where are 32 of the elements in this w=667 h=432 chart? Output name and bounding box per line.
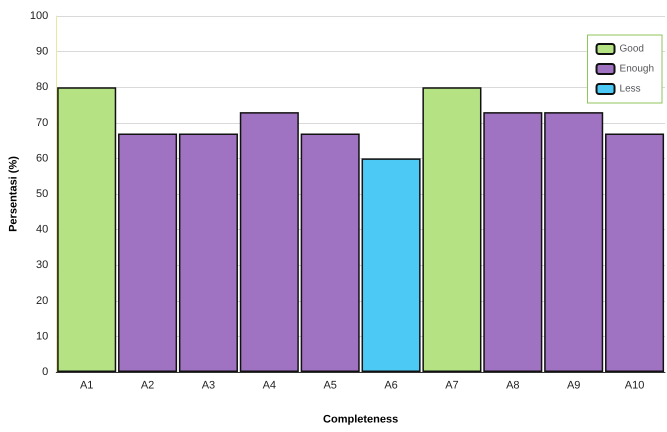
- x-tick-label: A1: [80, 380, 94, 392]
- x-axis-title: Completeness: [323, 414, 398, 426]
- x-tick-label: A10: [624, 380, 644, 392]
- bar: [118, 133, 178, 372]
- bar: [422, 87, 482, 372]
- y-tick-label: 10: [36, 330, 48, 342]
- x-tick-label: A2: [140, 380, 154, 392]
- x-tick-label: A5: [323, 380, 337, 392]
- y-tick-label: 70: [36, 116, 48, 129]
- y-tick-label: 90: [36, 46, 48, 58]
- x-tick-label: A8: [506, 380, 520, 392]
- x-tick-label: A6: [384, 380, 398, 392]
- y-tick-label: 20: [36, 294, 48, 307]
- x-tick-label: A4: [262, 380, 276, 392]
- legend-label: Enough: [620, 64, 654, 74]
- y-tick-label: 60: [36, 152, 48, 164]
- y-tick-label: 40: [36, 224, 48, 236]
- bar: [605, 133, 664, 372]
- x-tick-label: A3: [202, 380, 216, 392]
- x-tick-label: A9: [566, 380, 580, 392]
- x-tick-label: A7: [445, 380, 459, 392]
- y-tick-label: 30: [36, 259, 48, 272]
- y-tick-label: 50: [36, 188, 48, 200]
- bar: [362, 158, 421, 372]
- bar: [178, 133, 238, 372]
- legend-label: Good: [620, 44, 644, 54]
- y-tick-label: 80: [36, 81, 48, 94]
- legend-label: Less: [620, 84, 641, 94]
- y-tick-label: 100: [30, 10, 48, 22]
- y-tick-label: 0: [42, 366, 48, 378]
- y-axis-title: Persentasi (%): [8, 156, 20, 232]
- bar: [57, 87, 116, 372]
